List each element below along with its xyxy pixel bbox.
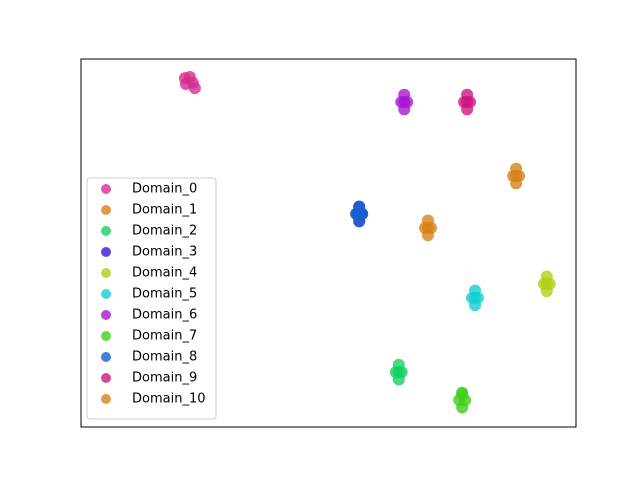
legend-marker <box>101 289 111 299</box>
point <box>421 221 434 234</box>
legend-marker <box>101 394 111 404</box>
point <box>456 387 469 400</box>
legend-box <box>86 177 217 420</box>
point <box>461 96 474 109</box>
legend-marker <box>101 310 111 320</box>
legend-marker <box>101 226 111 236</box>
legend-marker <box>101 268 111 278</box>
point <box>540 277 553 290</box>
legend-marker <box>101 205 111 215</box>
point <box>188 82 201 95</box>
legend-marker <box>101 373 111 383</box>
point <box>469 291 482 304</box>
legend-marker <box>101 331 111 341</box>
legend-label: Domain_0 <box>132 182 197 197</box>
point <box>353 207 366 220</box>
legend-label: Domain_2 <box>132 224 197 239</box>
legend-label: Domain_5 <box>132 287 197 302</box>
point <box>510 170 523 183</box>
plot-frame <box>80 58 577 428</box>
legend-label: Domain_9 <box>132 371 197 386</box>
legend-label: Domain_10 <box>132 392 206 407</box>
legend-label: Domain_7 <box>132 329 197 344</box>
legend-marker <box>101 352 111 362</box>
legend-label: Domain_4 <box>132 266 197 281</box>
legend-marker <box>101 184 111 194</box>
legend-marker <box>101 247 111 257</box>
legend-label: Domain_8 <box>132 350 197 365</box>
point <box>398 96 411 109</box>
legend-label: Domain_6 <box>132 308 197 323</box>
legend-label: Domain_1 <box>132 203 197 218</box>
legend-label: Domain_3 <box>132 245 197 260</box>
point <box>392 366 405 379</box>
